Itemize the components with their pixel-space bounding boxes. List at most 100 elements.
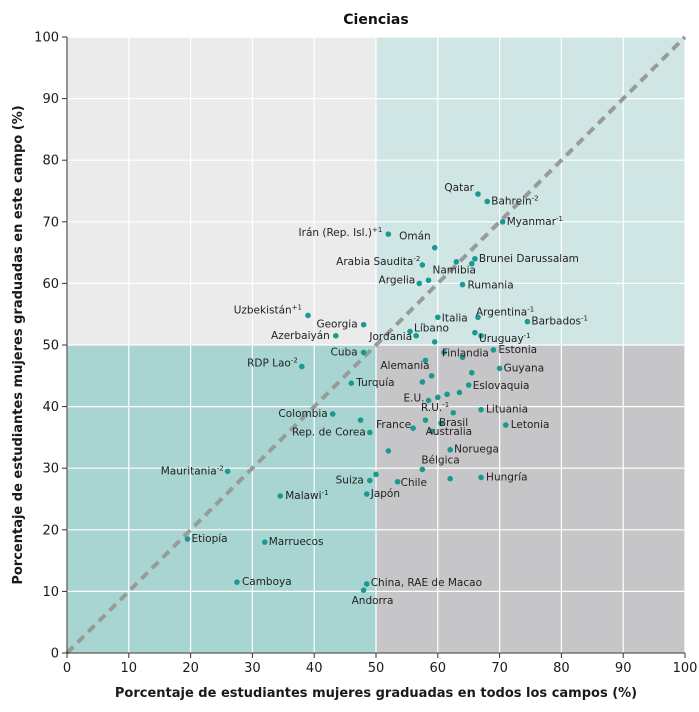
y-tick-labels: 0 10 20 30 40 50 60 70 80 90 100: [34, 31, 59, 662]
point-label: Qatar: [444, 182, 474, 194]
point-label: Italia: [442, 312, 468, 324]
data-point: [441, 349, 447, 356]
point-label: Barbados-1: [531, 315, 588, 328]
point-label: Bélgica: [421, 454, 459, 466]
data-point: [472, 329, 478, 336]
data-points: [184, 191, 531, 593]
x-tick-label: 80: [553, 661, 570, 676]
data-point: [277, 493, 284, 499]
x-tick-label: 20: [182, 661, 199, 676]
data-point: [367, 429, 373, 436]
y-tick-label: 40: [42, 400, 59, 415]
point-label: Guyana: [504, 362, 545, 374]
point-label: Cuba: [331, 346, 358, 358]
point-label: Japón: [370, 488, 400, 500]
point-label: Brasil: [439, 417, 468, 429]
data-point: [367, 477, 373, 484]
data-point: [468, 260, 475, 267]
diagonal-reference-line: [65, 35, 687, 655]
data-point: [478, 406, 484, 413]
x-tick-label: 0: [63, 661, 71, 676]
data-point: [413, 332, 419, 339]
point-label: Namibia: [433, 264, 476, 276]
data-point: [459, 354, 466, 361]
point-label: Hungría: [486, 471, 528, 483]
data-point: [472, 255, 478, 262]
y-tick-label: 90: [42, 92, 59, 107]
data-point: [416, 280, 423, 287]
point-label: Uruguay-1: [479, 332, 531, 345]
data-point: [184, 536, 191, 542]
point-label: Azerbaiyán: [271, 330, 330, 342]
data-point: [465, 382, 472, 388]
data-point: [490, 347, 497, 353]
point-label: Suiza: [336, 475, 364, 487]
point-label: Bahrein-2: [491, 194, 538, 207]
data-point: [456, 389, 463, 396]
point-label: Argentina-1: [476, 305, 534, 318]
data-point: [524, 318, 531, 325]
data-point: [425, 277, 432, 284]
data-point: [475, 314, 481, 321]
point-label: Rumania: [468, 280, 514, 292]
data-point: [453, 259, 460, 265]
data-point: [410, 425, 416, 431]
data-point: [478, 474, 484, 481]
data-point: [428, 428, 435, 435]
x-tick-label: 40: [306, 661, 323, 676]
point-label: Arabia Saudita-2: [336, 255, 420, 268]
point-label: Camboya: [242, 576, 292, 588]
data-point: [224, 468, 231, 475]
data-point: [459, 281, 466, 288]
y-tick-label: 80: [42, 154, 59, 169]
point-label: Georgia: [316, 319, 357, 331]
quadrant-bottom-right: [376, 345, 685, 653]
data-point: [261, 539, 268, 545]
x-tick-labels: 0 10 20 30 40 50 60 70 80 90 100: [63, 661, 698, 676]
x-tick-label: 50: [368, 661, 385, 676]
point-label: Mauritania-2: [161, 464, 224, 477]
data-point: [435, 314, 441, 321]
data-point: [447, 446, 453, 453]
data-point: [425, 397, 432, 404]
data-point: [435, 394, 441, 401]
point-label: Alemania: [380, 360, 429, 372]
y-tick-label: 30: [42, 462, 59, 477]
x-tick-label: 100: [673, 661, 698, 676]
point-label: Letonia: [511, 419, 550, 431]
data-point: [419, 379, 426, 385]
point-label: Líbano: [414, 322, 449, 334]
x-tick-label: 10: [121, 661, 138, 676]
data-point: [394, 478, 401, 485]
data-point: [363, 581, 370, 587]
data-point: [333, 332, 339, 339]
point-label: Finlandia: [442, 347, 489, 359]
point-label: France: [376, 419, 411, 431]
data-labels: Qatar Bahrein-2 Myanmar-1 Irán (Rep. Isl.)+…: [161, 182, 588, 607]
point-label: Etiopía: [192, 533, 228, 545]
data-point: [447, 475, 453, 482]
quadrant-top-left: [67, 37, 376, 345]
point-label: Turquía: [355, 377, 394, 389]
chart-title: Ciencias: [343, 12, 408, 28]
point-label: Australia: [426, 426, 472, 438]
point-label: Lituania: [486, 404, 528, 416]
data-point: [363, 491, 370, 497]
point-label: Chile: [401, 477, 427, 489]
x-tick-label: 70: [491, 661, 508, 676]
x-axis-title: Porcentaje de estudiantes mujeres gradua…: [115, 686, 637, 701]
data-point: [385, 448, 392, 454]
y-tick-label: 70: [42, 215, 59, 230]
data-point: [419, 466, 426, 473]
point-label: Estonia: [498, 344, 537, 356]
data-point: [502, 422, 509, 428]
x-tick-label: 90: [615, 661, 632, 676]
data-point: [484, 198, 491, 205]
point-label: China, RAE de Macao: [371, 577, 482, 589]
data-point: [428, 373, 435, 379]
data-point: [475, 191, 481, 197]
point-label: Brunei Darussalam: [479, 253, 579, 265]
point-label: Colombia: [278, 408, 327, 420]
point-label: Andorra: [352, 595, 394, 607]
data-point: [444, 391, 450, 398]
